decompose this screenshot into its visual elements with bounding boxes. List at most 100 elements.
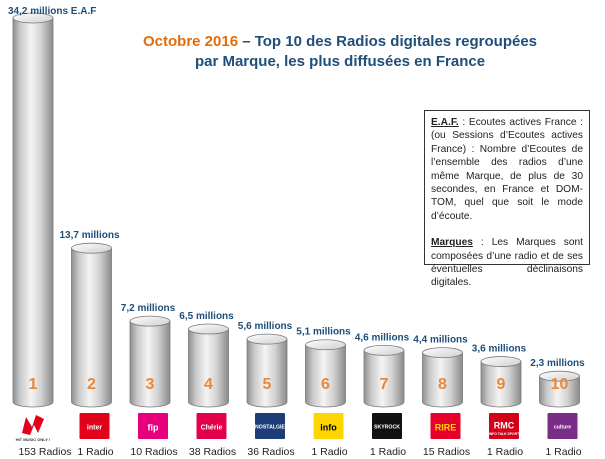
value-label: 2,3 millions: [530, 358, 585, 369]
logo-text: Chérie: [201, 425, 223, 432]
logo-sub: INFO TALK SPORT: [489, 432, 520, 436]
logo-bg: [138, 413, 168, 439]
note-marques-term: Marques: [431, 237, 473, 249]
bar-body: [305, 344, 346, 408]
radio-count: 1 Radio: [311, 446, 347, 458]
logos-layer: HIT MUSIC ONLY ! inter fip Chérie NOSTALGIE i…: [16, 413, 578, 442]
bar-top: [246, 333, 288, 345]
skyrock-logo: SKYROCK: [372, 413, 402, 439]
logo-bg: [79, 413, 110, 439]
bar-top: [12, 12, 54, 24]
bar-body: [12, 17, 54, 408]
bar-body: [422, 352, 463, 408]
note-marques-text: : Les Marques sont composées d’une radio…: [431, 237, 583, 289]
bar-body: [188, 328, 229, 408]
logo-text: RMC: [494, 421, 515, 431]
bar-top: [71, 242, 112, 254]
logo-sub: HIT MUSIC ONLY !: [16, 437, 51, 442]
rank-label: 9: [497, 376, 506, 393]
bar-7: [363, 344, 405, 408]
france-info-logo: info: [313, 413, 344, 439]
nostalgie-logo: NOSTALGIE: [255, 413, 285, 439]
radio-count: 15 Radios: [423, 446, 470, 458]
logo-bg: [489, 413, 519, 439]
rank-label: 4: [204, 376, 213, 393]
logo-bg: [430, 413, 461, 439]
bar-9: [480, 356, 522, 408]
value-label: 13,7 millions: [59, 230, 119, 241]
rank-label: 7: [380, 376, 389, 393]
logo-text: inter: [87, 425, 102, 432]
logo-text: SKYROCK: [374, 425, 400, 431]
logo-text: RIRE: [435, 423, 457, 433]
logo-bg: [196, 413, 227, 439]
logo-text: fip: [148, 423, 159, 433]
logo-bg: [372, 413, 402, 439]
value-label: 4,4 millions: [413, 335, 468, 346]
rank-label: 10: [551, 376, 569, 393]
logo-bg: [313, 413, 344, 439]
bar-body: [246, 338, 288, 408]
bar-top: [480, 356, 522, 367]
title-line2: par Marque, les plus diffusées en France: [194, 53, 486, 70]
bar-5: [246, 333, 288, 408]
value-label: 5,1 millions: [296, 327, 351, 338]
radio-count: 1 Radio: [487, 446, 523, 458]
bar-body: [480, 361, 522, 408]
bar-body: [71, 247, 112, 408]
bar-body: [129, 320, 171, 408]
france-inter-logo: inter: [79, 413, 110, 439]
logo-text: culture: [554, 425, 571, 431]
rank-label: 8: [438, 376, 447, 393]
value-label: 6,5 millions: [179, 311, 234, 322]
bar-top: [129, 315, 171, 327]
rire-chansons-logo: RIRE: [430, 413, 461, 439]
value-label: 7,2 millions: [121, 303, 176, 314]
nrj-shape: [22, 415, 44, 435]
bar-4: [188, 323, 229, 408]
radio-count: 1 Radio: [77, 446, 113, 458]
radio-count: 36 Radios: [247, 446, 294, 458]
radio-count: 1 Radio: [545, 446, 581, 458]
nrj-logo: HIT MUSIC ONLY !: [16, 415, 51, 442]
title-month: Octobre 2016: [142, 33, 239, 50]
labels-layer: 34,2 millions E.A.F 1 153 Radios 13,7 milli…: [8, 6, 585, 458]
rank-label: 1: [29, 376, 38, 393]
value-label: 4,6 millions: [355, 332, 410, 343]
bar-top: [305, 339, 346, 351]
radio-count: 38 Radios: [189, 446, 236, 458]
bar-10: [539, 370, 580, 408]
logo-bg: [547, 413, 578, 439]
bar-body: [539, 375, 580, 408]
logo-text: info: [320, 423, 337, 433]
france-culture-logo: culture: [547, 413, 578, 439]
value-label: 34,2 millions E.A.F: [8, 6, 96, 17]
note-eaf: E.A.F. : Ecoutes actives France : (ou Se…: [431, 116, 583, 223]
rank-label: 2: [87, 376, 96, 393]
bar-body: [363, 349, 405, 408]
note-eaf-text: : Ecoutes actives France : (ou Sessions …: [431, 117, 583, 222]
note-marques: Marques : Les Marques sont composées d’u…: [431, 236, 583, 290]
rank-label: 3: [146, 376, 155, 393]
bar-top: [422, 347, 463, 358]
note-eaf-term: E.A.F.: [431, 117, 459, 128]
bars-layer: [12, 12, 580, 408]
bar-6: [305, 339, 346, 408]
bar-1: [12, 12, 54, 408]
bar-2: [71, 242, 112, 408]
logo-bg: [255, 413, 285, 439]
value-label: 5,6 millions: [238, 321, 293, 332]
rank-label: 5: [263, 376, 272, 393]
definitions-note: E.A.F. : Ecoutes actives France : (ou Se…: [424, 110, 590, 288]
bar-top: [363, 344, 405, 356]
bar-top: [539, 370, 580, 382]
radio-count: 153 Radios: [18, 446, 71, 458]
radio-count: 1 Radio: [370, 446, 406, 458]
title-rest-line1: – Top 10 des Radios digitales regroupées: [238, 33, 538, 50]
cherie-logo: Chérie: [196, 413, 227, 439]
logo-text: NOSTALGIE: [255, 425, 285, 431]
radio-count: 10 Radios: [130, 446, 177, 458]
value-label: 3,6 millions: [472, 344, 527, 355]
